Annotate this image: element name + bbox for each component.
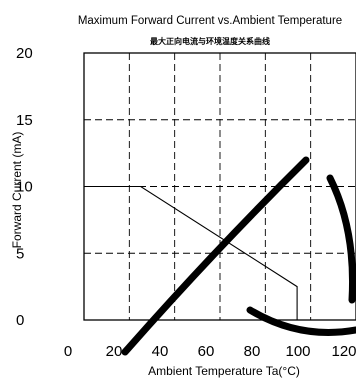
y-axis-label: Forward Current (mA) [10,132,24,249]
y-tick-label-4: 20 [16,45,33,62]
y-axis-ticks: 0 5 10 15 20 [16,45,33,329]
x-axis-ticks: 0 20 40 60 80 100 120 [64,343,356,360]
watermark-stroke-right [326,174,356,304]
x-tick-label-5: 100 [285,343,310,360]
y-tick-label-3: 15 [16,112,33,129]
y-tick-label-1: 5 [16,245,24,262]
x-tick-label-0: 0 [64,343,72,360]
chart-subtitle: 最大正向电流与环境温度关系曲线 [150,36,270,46]
x-tick-label-1: 20 [106,343,123,360]
watermark-stroke-main [121,156,310,356]
series-layer [84,185,298,320]
x-tick-label-2: 40 [152,343,169,360]
y-tick-label-2: 10 [16,179,33,196]
x-tick-label-4: 80 [244,343,261,360]
watermark [121,156,356,356]
x-axis-label: Ambient Temperature Ta(°C) [148,364,300,378]
series-line-0 [84,185,298,320]
chart-title: Maximum Forward Current vs.Ambient Tempe… [78,15,342,27]
x-tick-label-3: 60 [198,343,215,360]
x-tick-label-6: 120 [331,343,356,360]
watermark-stroke-bottom [246,306,356,336]
y-tick-label-0: 0 [16,312,24,329]
